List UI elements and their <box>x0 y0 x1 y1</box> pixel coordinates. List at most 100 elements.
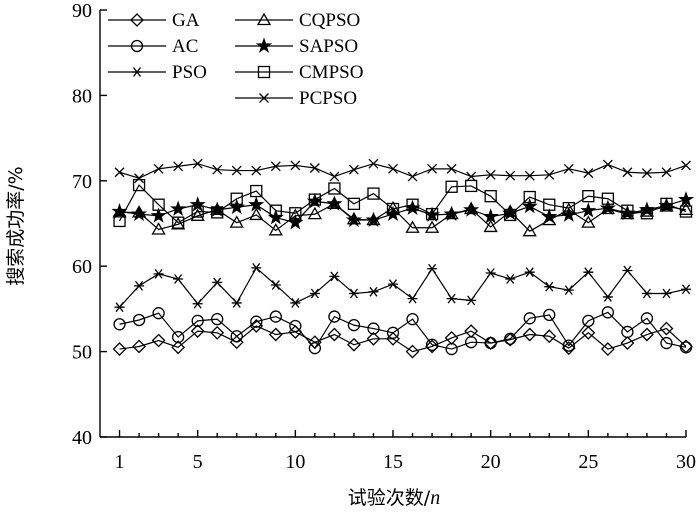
data-point-pcpso <box>446 163 457 174</box>
data-point-pcpso <box>192 158 203 169</box>
series-line-sapso <box>119 199 687 224</box>
data-point-sapso <box>345 211 363 227</box>
data-point-sapso <box>502 204 519 221</box>
x-tick-label: 25 <box>578 451 598 473</box>
series-line-pcpso <box>119 163 687 179</box>
data-point-ga <box>151 333 166 348</box>
data-point-pcpso <box>309 163 320 173</box>
data-point-cmpso <box>191 205 204 218</box>
data-point-cqpso <box>678 202 694 215</box>
y-tick-label: 80 <box>72 85 92 107</box>
data-point-sapso <box>599 199 616 215</box>
data-point-pcpso <box>622 167 633 178</box>
data-point-cmpso <box>328 182 341 195</box>
data-point-pso <box>231 298 242 308</box>
data-point-cmpso <box>171 216 185 229</box>
series-sapso <box>111 191 695 230</box>
data-point-pcpso <box>388 163 398 174</box>
data-point-sapso <box>521 197 538 214</box>
series-line-pso <box>119 266 687 308</box>
legend-item-pcpso: PCPSO <box>235 88 357 109</box>
legend-label-pso: PSO <box>172 62 207 83</box>
data-point-pso <box>681 284 691 295</box>
data-point-ac <box>445 342 458 356</box>
data-point-cmpso <box>640 207 654 220</box>
data-point-pcpso <box>290 160 301 171</box>
series-cmpso <box>113 178 693 229</box>
data-point-pcpso <box>583 168 594 179</box>
data-point-sapso <box>306 192 323 209</box>
data-point-pcpso <box>544 169 555 180</box>
data-point-pcpso <box>212 164 223 175</box>
data-point-cmpso <box>211 206 224 219</box>
legend-item-cqpso: CQPSO <box>235 10 360 31</box>
legend-item-sapso: SAPSO <box>235 36 358 57</box>
data-point-ac <box>523 312 536 325</box>
data-point-ac <box>504 332 517 345</box>
data-point-ga <box>347 337 361 352</box>
data-point-pcpso <box>661 167 672 178</box>
data-point-ga <box>268 327 283 342</box>
data-point-cqpso <box>522 223 537 237</box>
series-line-ga <box>119 325 687 353</box>
data-point-pso <box>505 274 516 284</box>
data-point-pcpso <box>681 160 691 171</box>
data-point-ga <box>210 325 225 340</box>
data-point-pcpso <box>485 169 496 180</box>
series-ac <box>113 306 693 356</box>
data-point-ac <box>406 312 419 326</box>
data-point-cmpso <box>562 201 575 215</box>
data-point-cqpso <box>307 206 322 220</box>
x-axis-title: 试验次数/n <box>348 487 440 509</box>
data-point-ac <box>562 339 575 352</box>
data-point-sapso <box>248 196 265 212</box>
data-point-cmpso <box>582 190 595 203</box>
legend-marker-pso <box>132 67 142 77</box>
data-point-pcpso <box>348 164 359 175</box>
data-point-sapso <box>287 214 304 230</box>
data-point-ac <box>230 330 243 343</box>
series-pcpso <box>114 158 691 184</box>
data-point-sapso <box>150 207 167 223</box>
data-point-sapso <box>677 191 695 207</box>
data-point-ac <box>484 336 497 350</box>
data-point-pso <box>290 298 301 308</box>
x-tick-label: 20 <box>481 451 501 473</box>
data-point-ac <box>250 315 263 328</box>
series-line-ac <box>119 311 687 350</box>
data-point-ac <box>328 310 341 323</box>
data-point-ac <box>132 313 146 327</box>
data-point-pso <box>563 285 574 296</box>
data-point-pcpso <box>602 159 613 170</box>
data-point-ac <box>640 312 654 325</box>
data-point-pcpso <box>231 165 242 176</box>
data-point-cmpso <box>132 178 146 192</box>
data-point-ga <box>542 329 557 344</box>
data-point-cqpso <box>483 219 498 233</box>
data-point-ga <box>561 341 576 356</box>
data-point-ga <box>366 331 381 346</box>
data-point-cqpso <box>151 222 166 235</box>
legend-item-cmpso: CMPSO <box>235 62 363 83</box>
data-point-cmpso <box>679 205 693 218</box>
data-point-ga <box>190 324 205 339</box>
data-point-pso <box>407 293 418 304</box>
legend-marker-ga <box>130 13 144 27</box>
data-point-ga <box>659 321 674 336</box>
data-point-pso <box>524 267 535 278</box>
data-point-ac <box>171 330 185 344</box>
data-point-pso <box>173 274 184 284</box>
data-point-cmpso <box>523 190 536 204</box>
data-point-ga <box>640 327 654 342</box>
data-point-ac <box>582 314 595 328</box>
data-point-cmpso <box>464 179 478 193</box>
data-point-cqpso <box>268 223 283 236</box>
data-point-sapso <box>228 198 245 215</box>
data-point-cmpso <box>289 207 302 220</box>
legend: GA AC PSO CQPSO SAPSO CMPSO PCPSO <box>108 10 363 109</box>
legend-item-pso: PSO <box>108 62 207 83</box>
data-point-sapso <box>580 202 597 218</box>
data-point-ga <box>327 327 342 342</box>
data-point-pso <box>270 280 281 290</box>
